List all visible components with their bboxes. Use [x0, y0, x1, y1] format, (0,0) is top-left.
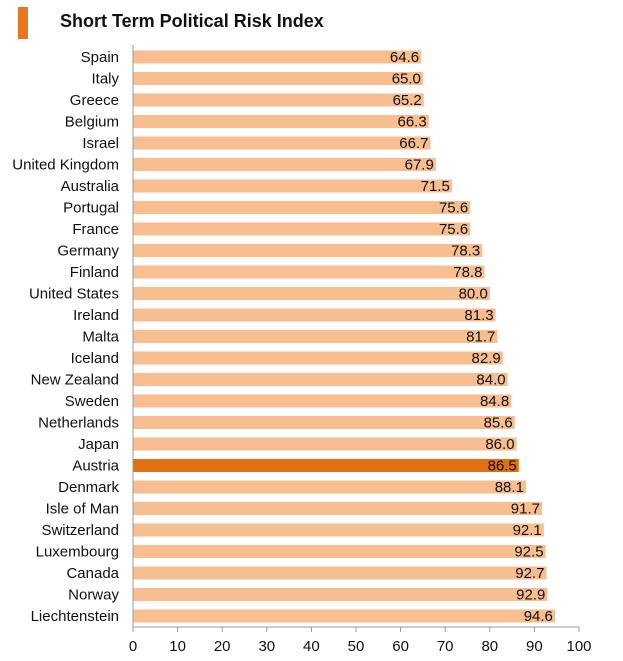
category-label: Germany [57, 243, 119, 260]
bar [133, 609, 555, 623]
x-tick-label: 20 [214, 638, 231, 655]
data-label: 78.8 [453, 264, 482, 281]
bar [133, 480, 526, 494]
data-label: 71.5 [421, 178, 450, 195]
category-label: Australia [61, 178, 120, 195]
data-label: 92.5 [514, 544, 543, 561]
category-label: Canada [66, 565, 119, 582]
data-label: 66.3 [397, 114, 426, 131]
title-accent-bar [18, 7, 28, 39]
data-label: 92.7 [515, 565, 544, 582]
bar [133, 416, 515, 429]
data-label: 92.9 [516, 587, 545, 604]
bar [133, 308, 496, 322]
category-label: Isle of Man [46, 501, 119, 518]
x-tick-label: 60 [392, 638, 409, 655]
data-label: 84.8 [480, 393, 509, 410]
data-label: 81.7 [466, 329, 495, 346]
bar [133, 244, 483, 257]
bar [133, 351, 503, 365]
category-label: Luxembourg [36, 544, 119, 561]
bar [133, 136, 431, 150]
category-label: Israel [82, 135, 119, 152]
bar [133, 50, 422, 64]
category-label: Austria [72, 458, 119, 475]
bar [133, 588, 548, 601]
category-label: Denmark [58, 479, 119, 496]
bar [133, 523, 544, 537]
data-label: 75.6 [439, 200, 468, 217]
data-label: 66.7 [399, 135, 428, 152]
category-label: Portugal [63, 200, 119, 217]
data-label: 86.0 [485, 436, 514, 453]
bar [133, 222, 471, 236]
bar [133, 179, 452, 193]
category-label: New Zealand [31, 372, 119, 389]
category-label: Italy [91, 71, 119, 88]
category-label: United Kingdom [12, 157, 119, 174]
data-label: 82.9 [472, 350, 501, 367]
bar [133, 93, 424, 107]
bar [133, 115, 429, 128]
bar [133, 158, 436, 171]
data-label: 67.9 [405, 157, 434, 174]
bar [133, 72, 423, 85]
category-label: Belgium [65, 114, 119, 131]
bar [133, 437, 517, 451]
bar [133, 201, 471, 214]
category-label: France [72, 221, 119, 238]
x-tick-label: 100 [566, 638, 591, 655]
category-label: Liechtenstein [31, 608, 119, 625]
data-label: 81.3 [464, 307, 493, 324]
data-label: 84.0 [476, 372, 505, 389]
data-label: 78.3 [451, 243, 480, 260]
category-label: Malta [82, 329, 119, 346]
bar [133, 394, 512, 408]
data-label: 64.6 [390, 49, 419, 66]
x-tick-label: 30 [258, 638, 275, 655]
bar [133, 265, 485, 279]
data-label: 94.6 [524, 608, 553, 625]
data-label: 75.6 [439, 221, 468, 238]
category-label: Japan [78, 436, 119, 453]
category-label: United States [29, 286, 119, 303]
data-label: 91.7 [511, 501, 540, 518]
bar [133, 373, 508, 386]
data-label: 65.0 [392, 71, 421, 88]
data-label: 85.6 [484, 415, 513, 432]
data-label: 88.1 [495, 479, 524, 496]
data-label: 92.1 [513, 522, 542, 539]
bar [133, 459, 519, 472]
category-label: Greece [70, 92, 119, 109]
data-label: 86.5 [488, 458, 517, 475]
category-label: Sweden [65, 393, 119, 410]
bar [133, 566, 547, 580]
category-label: Ireland [73, 307, 119, 324]
x-tick-label: 70 [437, 638, 454, 655]
category-label: Finland [70, 264, 119, 281]
x-tick-label: 50 [348, 638, 365, 655]
x-tick-label: 40 [303, 638, 320, 655]
x-tick-label: 10 [169, 638, 186, 655]
category-label: Netherlands [38, 415, 119, 432]
data-label: 80.0 [459, 286, 488, 303]
x-tick-label: 90 [526, 638, 543, 655]
bar [133, 502, 542, 515]
bar [133, 545, 546, 558]
x-tick-label: 80 [481, 638, 498, 655]
bar [133, 330, 498, 343]
category-label: Spain [81, 49, 119, 66]
category-label: Switzerland [41, 522, 119, 539]
chart-title: Short Term Political Risk Index [60, 11, 324, 31]
category-label: Norway [68, 587, 119, 604]
data-label: 65.2 [393, 92, 422, 109]
bar [133, 287, 490, 300]
x-tick-label: 0 [129, 638, 137, 655]
category-label: Iceland [71, 350, 119, 367]
